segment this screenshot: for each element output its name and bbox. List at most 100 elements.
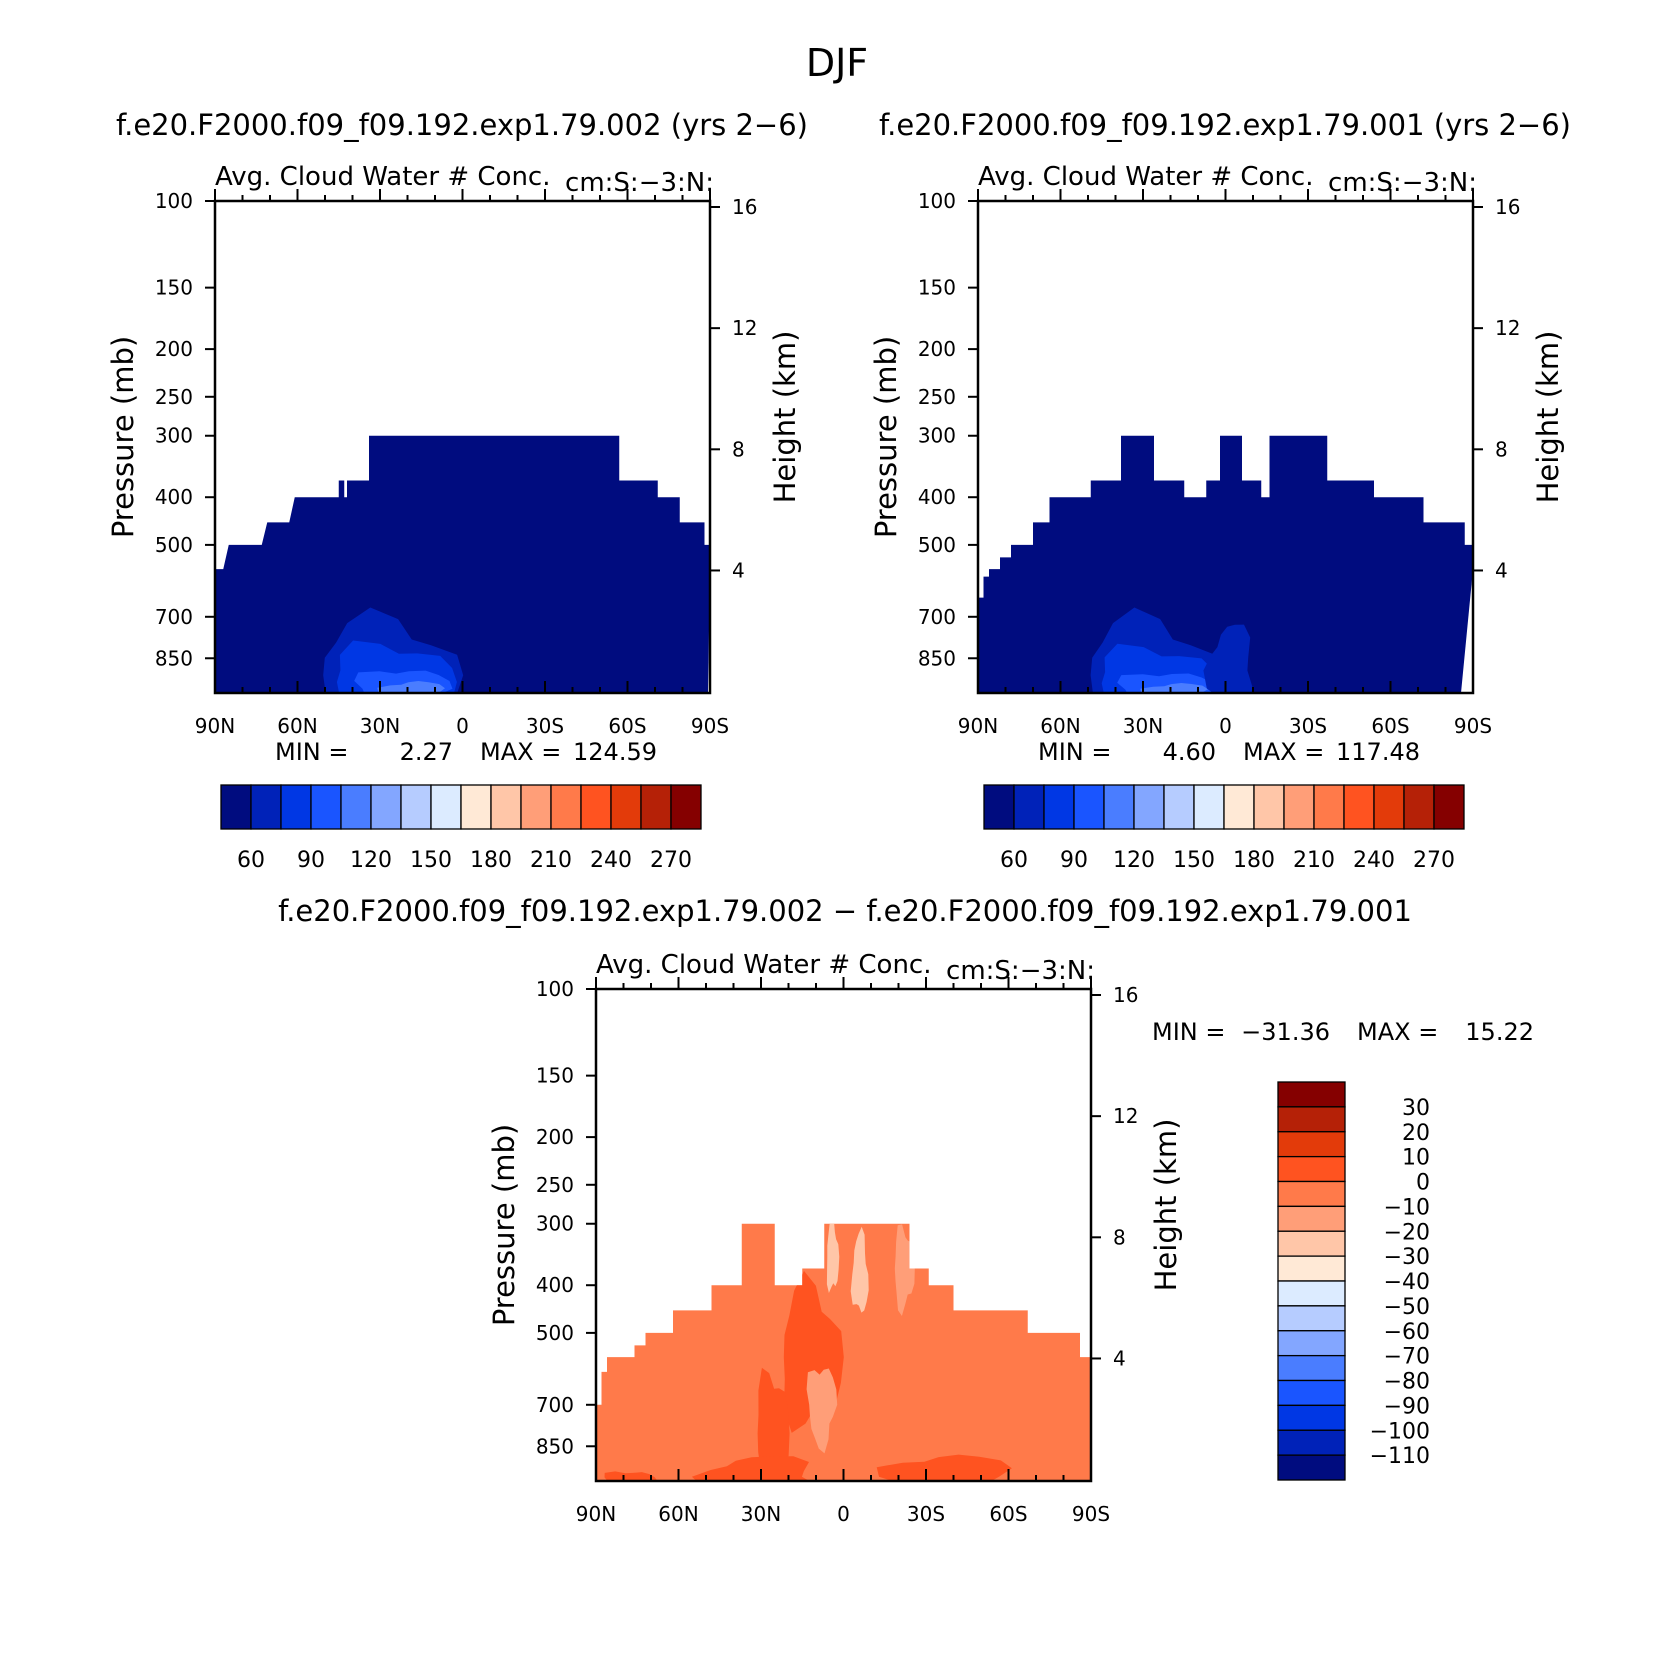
colorbar-swatch xyxy=(1277,1155,1346,1183)
colorbar-label: −20 xyxy=(1384,1220,1430,1245)
y-tick-label: 150 xyxy=(536,1064,574,1088)
y2-tick-label: 12 xyxy=(1113,1104,1138,1128)
plot-area: 100 150 200 250 300 400 500 700 850 16 12 8 4 90N 60N 3… xyxy=(487,977,1183,1526)
y-tick-label: 200 xyxy=(155,337,193,361)
contour-base xyxy=(215,435,710,693)
y-axis-label: Pressure (mb) xyxy=(487,1124,521,1326)
colorbar-label: 30 xyxy=(1402,1096,1430,1121)
y-tick-label: 250 xyxy=(536,1173,574,1197)
colorbar-swatch xyxy=(580,784,612,830)
y2-tick-label: 16 xyxy=(732,195,757,219)
contour-patch xyxy=(604,1471,658,1481)
colorbar-label: 240 xyxy=(1353,848,1395,873)
x-tick-label: 60S xyxy=(608,714,646,738)
y-tick-label: 700 xyxy=(918,605,956,629)
case-title: f.e20.F2000.f09_f09.192.exp1.79.001 (yrs… xyxy=(879,108,1571,142)
y-tick-label: 250 xyxy=(155,385,193,409)
contour-base xyxy=(596,1223,1091,1481)
colorbar-swatch xyxy=(1163,784,1195,830)
colorbar-label: 60 xyxy=(237,848,265,873)
colorbar-swatch xyxy=(1277,1379,1346,1407)
contour-patch xyxy=(377,681,445,693)
colorbar-swatch xyxy=(1277,1106,1346,1133)
case-title: f.e20.F2000.f09_f09.192.exp1.79.002 (yrs… xyxy=(116,108,808,142)
contour-patch xyxy=(1140,683,1208,693)
right-title: cm:S:−3:N: xyxy=(565,168,714,198)
x-tick-label: 60S xyxy=(1371,714,1409,738)
y-tick-label: 300 xyxy=(918,424,956,448)
y-tick-label: 150 xyxy=(155,276,193,300)
colorbar-label: 90 xyxy=(1060,848,1088,873)
y2-tick-label: 8 xyxy=(1113,1225,1126,1249)
max-label: MAX = xyxy=(1243,738,1324,766)
x-tick-label: 60N xyxy=(658,1502,698,1526)
colorbar-swatch xyxy=(1277,1330,1346,1357)
y2-tick-label: 8 xyxy=(1495,437,1508,461)
colorbar-swatch xyxy=(1433,784,1465,830)
contour-field xyxy=(978,435,1473,693)
colorbar-swatch xyxy=(1403,784,1435,830)
colorbar-label: 60 xyxy=(1000,848,1028,873)
colorbar-label: −100 xyxy=(1370,1419,1430,1444)
colorbar-swatch xyxy=(310,784,342,830)
colorbar-swatch xyxy=(1277,1131,1346,1158)
x-tick-label: 90N xyxy=(195,714,235,738)
plot-area: 100 150 200 250 300 400 500 700 850 16 12 8 4 90N 60N 3… xyxy=(106,189,802,738)
x-tick-label: 90S xyxy=(691,714,729,738)
y2-tick-label: 4 xyxy=(1113,1346,1126,1370)
colorbar-label: 270 xyxy=(650,848,692,873)
y-tick-label: 300 xyxy=(155,424,193,448)
colorbar-label: 120 xyxy=(1113,848,1155,873)
colorbar-swatch xyxy=(1313,784,1345,830)
colorbar-label: 210 xyxy=(530,848,572,873)
y-tick-label: 700 xyxy=(536,1393,574,1417)
colorbar-swatch xyxy=(340,784,372,830)
contour-patch xyxy=(876,1454,1012,1481)
contour-field xyxy=(215,435,710,693)
max-value: 124.59 xyxy=(573,738,657,766)
y-tick-label: 850 xyxy=(918,646,956,670)
max-label: MAX = xyxy=(1357,1018,1438,1046)
colorbar-swatch xyxy=(550,784,582,830)
y2-axis-label: Height (km) xyxy=(768,331,802,504)
right-title: cm:S:−3:N: xyxy=(1328,168,1477,198)
panel-case-002: 100 150 200 250 300 400 500 700 850 16 12 8 4 90N 60N 3… xyxy=(106,108,808,873)
colorbar-swatch xyxy=(640,784,672,830)
y-tick-label: 400 xyxy=(155,485,193,509)
colorbar-swatch xyxy=(1277,1280,1346,1307)
y-tick-label: 200 xyxy=(536,1125,574,1149)
colorbar-label: 20 xyxy=(1402,1121,1430,1146)
y2-axis-label: Height (km) xyxy=(1149,1119,1183,1292)
colorbar-swatch xyxy=(1277,1454,1346,1481)
colorbar: 60 90 120 150 180 210 240 270 xyxy=(220,784,702,873)
contour-field xyxy=(596,1223,1091,1481)
colorbar-label: 120 xyxy=(350,848,392,873)
colorbar-swatch xyxy=(1277,1404,1346,1431)
x-tick-label: 30N xyxy=(360,714,400,738)
y-tick-label: 500 xyxy=(536,1321,574,1345)
colorbar-swatch xyxy=(460,784,492,830)
y2-axis-label: Height (km) xyxy=(1531,331,1565,504)
colorbar-swatch xyxy=(1277,1230,1346,1257)
colorbar-swatch xyxy=(1253,784,1285,830)
colorbar-swatch xyxy=(1013,784,1045,830)
y-tick-label: 850 xyxy=(155,646,193,670)
x-tick-label: 0 xyxy=(1219,714,1232,738)
colorbar-swatch xyxy=(1277,1305,1346,1332)
colorbar-label: 150 xyxy=(410,848,452,873)
contour-patch xyxy=(826,1223,840,1293)
y-axis-label: Pressure (mb) xyxy=(869,336,903,538)
colorbar-label: 0 xyxy=(1416,1171,1430,1196)
colorbar-swatch xyxy=(610,784,642,830)
min-label: MIN = xyxy=(275,738,348,766)
x-tick-label: 90N xyxy=(958,714,998,738)
y2-tick-label: 4 xyxy=(1495,558,1508,582)
x-tick-label: 0 xyxy=(837,1502,850,1526)
colorbar-swatch xyxy=(280,784,312,830)
colorbar-label: −30 xyxy=(1384,1245,1430,1270)
colorbar-label: 180 xyxy=(470,848,512,873)
x-tick-label: 60S xyxy=(989,1502,1027,1526)
x-tick-label: 30N xyxy=(741,1502,781,1526)
panel-case-001: 100 150 200 250 300 400 500 700 850 16 12 8 4 90N 60N 3… xyxy=(869,108,1571,873)
